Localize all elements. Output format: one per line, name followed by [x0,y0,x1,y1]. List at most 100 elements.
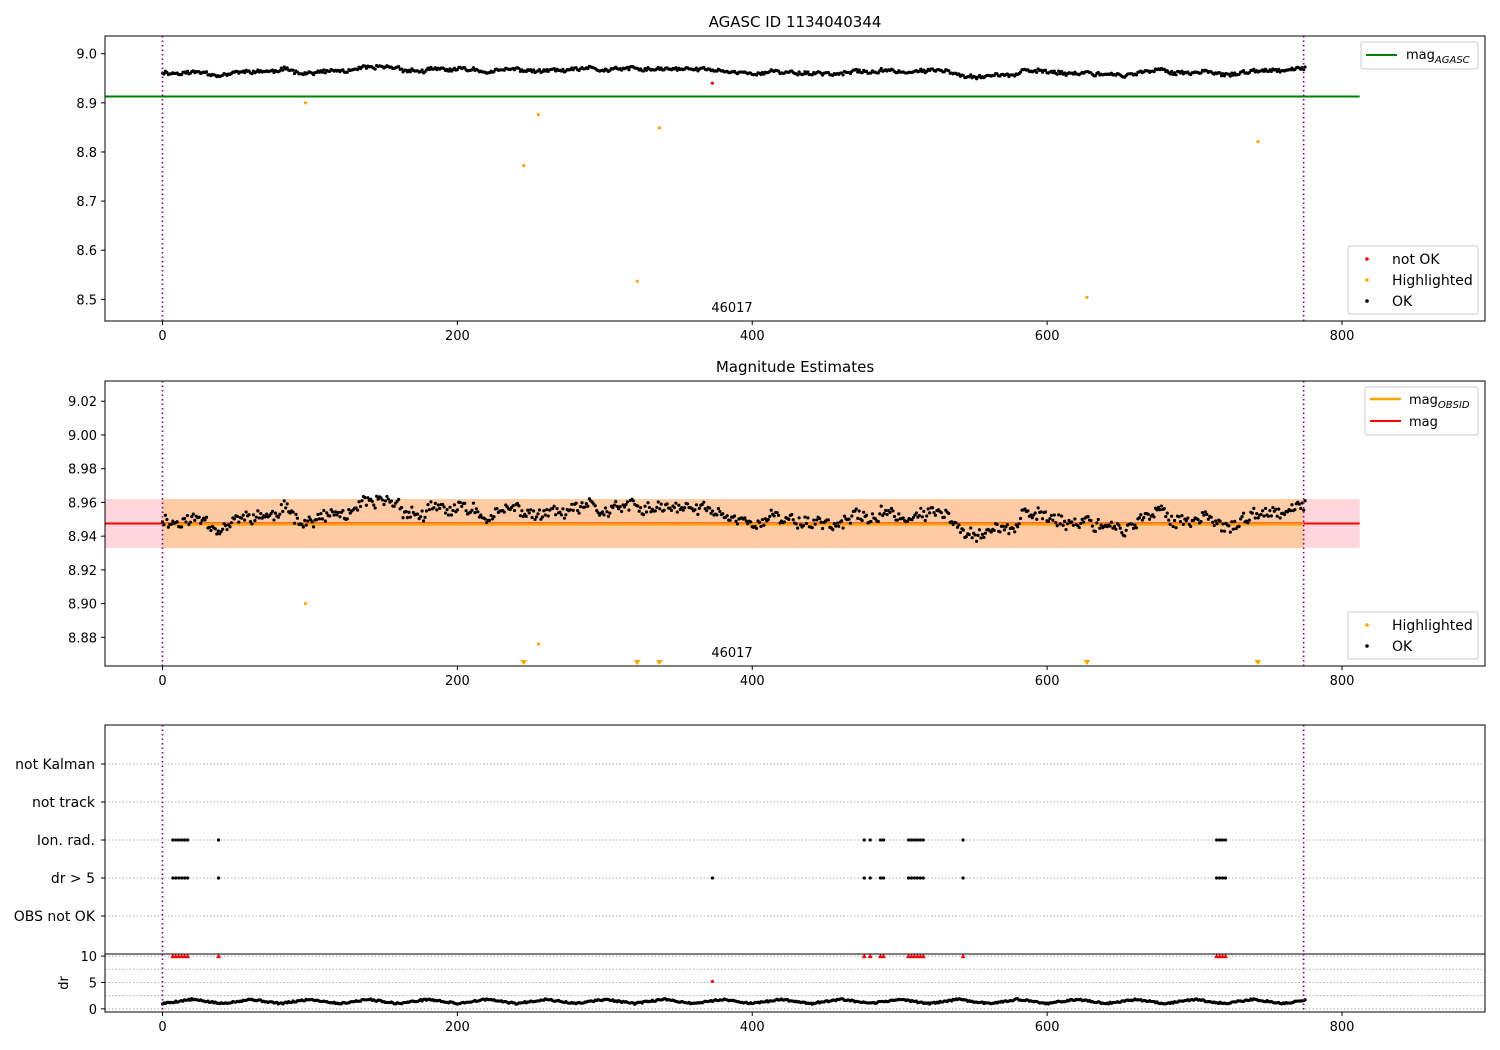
point-ok [964,535,968,539]
point-ok [787,517,791,522]
point-ok [375,494,379,498]
point-ok [1089,518,1093,523]
panel2-ytick-label: 8.94 [68,530,97,545]
point-ok [1293,507,1297,512]
point-ok [278,69,282,73]
flag-ion-rad-point [909,838,914,842]
point-ok [759,524,763,529]
point-ok [1159,504,1163,508]
point-ok [328,514,332,518]
point-ok [804,521,809,526]
panel4-xtick-label: 0 [158,1020,166,1035]
point-ok [1170,514,1174,518]
point-ok [204,70,209,74]
point-highlighted-clipped [1083,660,1091,665]
point-ok [1174,526,1178,530]
flag-ion-rad-point [171,838,175,842]
point-ok [1035,517,1039,521]
point-ok [442,505,446,509]
flag-ion-rad-point [915,838,919,842]
flag-ion-rad-point [183,838,187,842]
point-ok [571,508,575,512]
point-ok [1218,71,1222,75]
point-ok [1005,72,1009,76]
point-ok [404,509,408,514]
point-ok [1013,530,1017,534]
point-ok [1062,71,1067,75]
panel1-xtick-label: 0 [158,329,166,344]
point-ok [878,512,882,516]
point-ok [386,497,390,501]
point-ok [1297,502,1301,506]
point-dr-clipped [1223,953,1229,959]
point-ok [247,513,251,517]
point-ok [515,501,520,506]
point-ok [639,506,643,510]
point-ok [534,515,539,519]
point-ok [1131,526,1136,531]
point-ok [1192,518,1196,522]
point-ok [672,505,677,510]
point-ok [625,65,630,69]
point-highlighted-clipped [1254,660,1262,665]
point-ok [705,508,709,513]
point-ok [1199,519,1203,524]
point-ok [479,513,483,517]
point-ok [612,503,616,507]
point-ok [910,518,914,522]
flag-ion-rad-point [961,838,965,842]
flag-ion-rad-point [1220,838,1225,842]
point-ok [492,515,496,519]
point-ok [397,497,401,501]
panel1-ytick-label: 8.5 [76,293,97,308]
point-ok [917,513,921,518]
point-ok [1170,69,1174,74]
point-ok [1302,508,1306,512]
point-ok [841,73,845,77]
flag-dr-gt-5-point [906,876,911,880]
point-ok [203,518,207,522]
point-ok [1247,518,1251,522]
point-ok [1133,523,1137,527]
point-ok [256,509,260,513]
point-ok [812,518,816,522]
point-ok [642,513,646,517]
point-ok [1162,67,1166,71]
point-ok [322,68,326,72]
point-ok [882,511,886,516]
point-ok [251,513,256,517]
panel4-xtick-label: 600 [1035,1020,1060,1035]
point-ok [1029,513,1033,517]
point-ok [832,522,836,526]
point-ok [681,508,685,512]
point-ok [443,511,448,515]
flag-dr-gt-5-point [921,876,925,880]
panel2-title: Magnitude Estimates [716,358,874,376]
point-ok [721,512,725,516]
panel2-frame [104,380,1486,667]
point-ok [879,504,883,508]
point-ok [1082,520,1086,524]
point-ok [306,519,310,523]
point-ok [432,506,436,510]
point-ok [555,507,559,511]
point-ok [1288,509,1293,513]
point-ok [1177,515,1181,519]
point-ok [166,525,170,529]
point-ok [322,508,326,513]
point-ok [489,513,493,518]
panel2-ytick-label: 8.90 [68,598,97,613]
point-ok [407,510,411,515]
point-ok [518,514,522,518]
point-ok [754,526,759,530]
point-ok [1196,517,1200,522]
point-ok [421,519,426,523]
point-ok [933,513,938,517]
point-ok [1262,514,1266,518]
point-ok [543,513,547,517]
point-ok [370,499,374,503]
point-ok [282,499,286,503]
point-ok [622,505,627,509]
point-highlighted-clipped [633,660,641,665]
